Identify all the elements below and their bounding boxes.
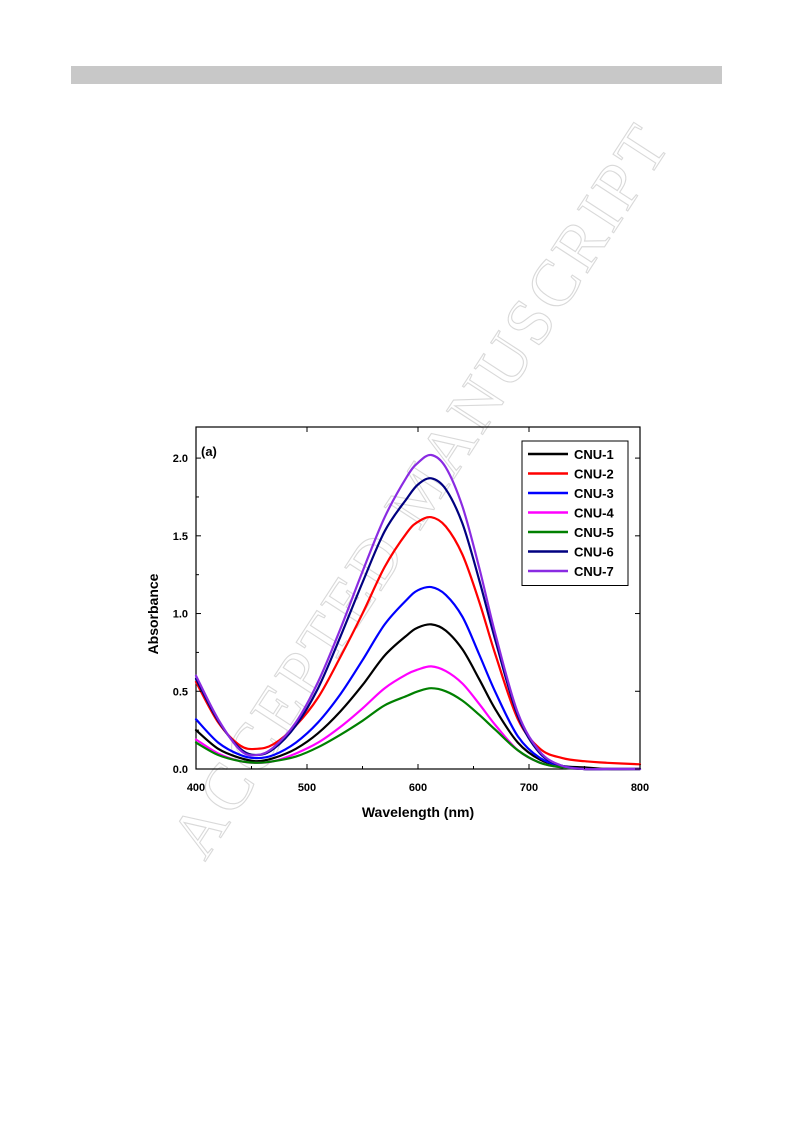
x-axis-title: Wavelength (nm): [362, 804, 474, 820]
y-tick-label: 1.0: [173, 609, 188, 621]
series-line-cnu-3: [194, 585, 642, 771]
legend-label: CNU-6: [574, 545, 614, 560]
x-tick-label: 700: [520, 782, 538, 794]
legend-label: CNU-4: [574, 506, 614, 521]
series-group: [194, 453, 642, 771]
series-line-cnu-5: [194, 687, 642, 771]
y-tick-label: 1.5: [173, 531, 188, 543]
y-axis-title: Absorbance: [145, 573, 161, 654]
x-tick-label: 600: [409, 782, 427, 794]
legend-label: CNU-1: [574, 447, 614, 462]
x-tick-label: 400: [187, 782, 205, 794]
y-tick-label: 0.0: [173, 764, 188, 776]
legend-label: CNU-3: [574, 486, 614, 501]
ticks-group: 400 500 600 700 800 0.0 0.5 1.0 1.5 2.0: [173, 427, 649, 794]
panel-label: (a): [201, 444, 217, 459]
header-bar: [71, 66, 722, 84]
legend: CNU-1 CNU-2 CNU-3 CNU-4 CNU-5 CNU-6 CNU-7: [521, 440, 629, 586]
legend-label: CNU-2: [574, 467, 614, 482]
y-tick-label: 2.0: [173, 453, 188, 465]
legend-label: CNU-5: [574, 525, 614, 540]
series-line-cnu-7: [194, 453, 642, 771]
legend-label: CNU-7: [574, 564, 614, 579]
x-tick-label: 500: [298, 782, 316, 794]
y-tick-label: 0.5: [173, 686, 188, 698]
x-tick-label: 800: [631, 782, 649, 794]
series-line-cnu-2: [194, 515, 642, 766]
